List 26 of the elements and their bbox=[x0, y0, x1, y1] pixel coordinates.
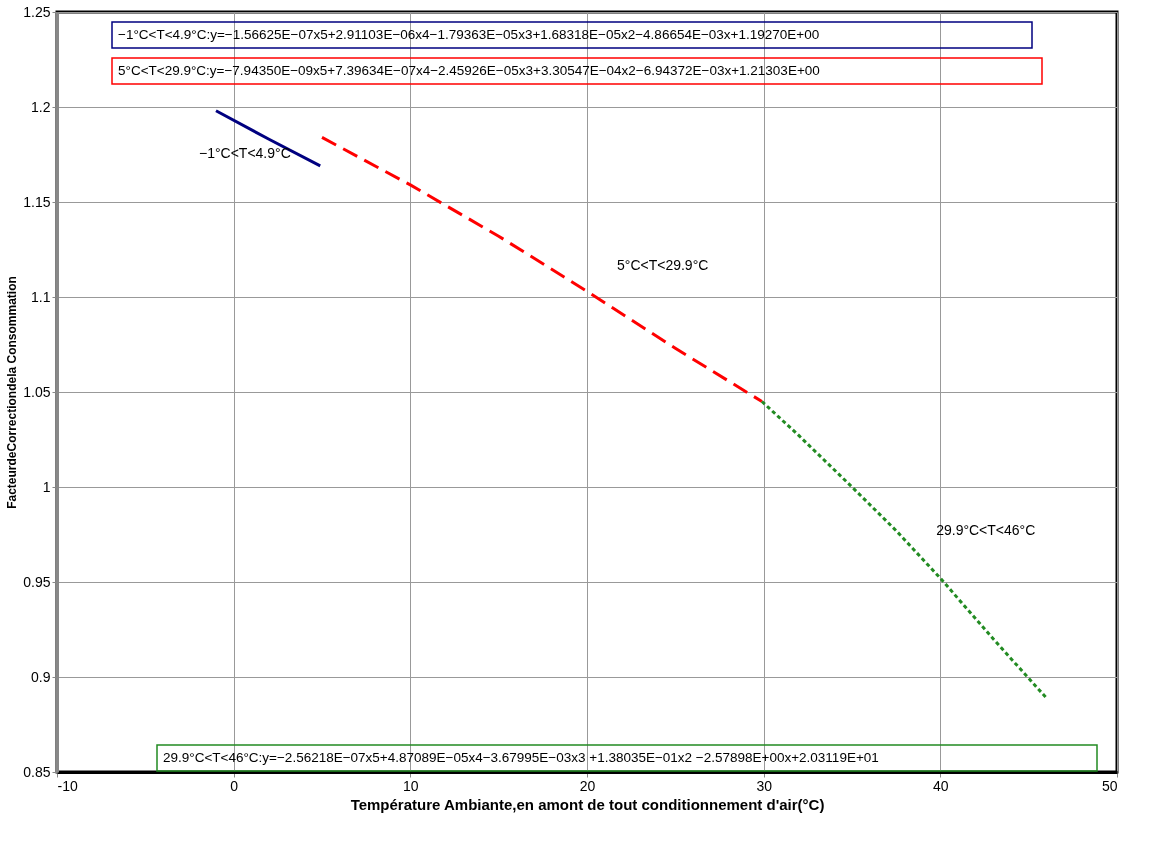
x-tick-label: 10 bbox=[403, 777, 419, 794]
annotation: −1°C<T<4.9°C:y=−1.56625E−07x5+2.91103E−06x4−1.79363E−05x3+1.68318E−05x2−4.86654E−03x+1.19270E+00 bbox=[118, 27, 820, 42]
x-tick-label: 20 bbox=[579, 777, 596, 794]
x-axis-title: Température Ambiante,en amont de tout conditionnement d'air(°C) bbox=[350, 795, 825, 813]
x-tick-label: 0 bbox=[230, 777, 239, 794]
y-tick-label: 0.9 bbox=[31, 668, 51, 685]
series-label: −1°C<T<4.9°C bbox=[199, 145, 291, 162]
x-tick-label: 50 bbox=[1101, 777, 1118, 794]
y-tick-label: 1 bbox=[42, 478, 51, 495]
x-tick-label: 30 bbox=[756, 777, 773, 794]
y-tick-label: 1.05 bbox=[23, 383, 51, 400]
annotation: 29.9°C<T<46°C:y=−2.56218E−07x5+4.87089E−05x4−3.67995E−03x3 +1.38035E−01x2 −2.57898E+00x+2.03119E+01 bbox=[163, 750, 879, 765]
x-tick-label: -10 bbox=[57, 777, 78, 794]
y-tick-label: 1.2 bbox=[31, 98, 51, 115]
y-tick-label: 0.85 bbox=[23, 763, 51, 780]
y-tick-label: 1.15 bbox=[23, 193, 51, 210]
line-series bbox=[320, 135, 764, 403]
y-tick-label: 1.1 bbox=[31, 288, 51, 305]
line-series bbox=[760, 400, 1048, 700]
x-tick-label: 40 bbox=[933, 777, 949, 794]
y-tick-label: 1.25 bbox=[23, 3, 51, 20]
y-tick-label: 0.95 bbox=[23, 573, 51, 590]
series-label: 29.9°C<T<46°C bbox=[936, 521, 1036, 538]
y-axis-title: FacteurdeCorrectiondela Consommation bbox=[5, 276, 20, 509]
text: 5°C<T<29.9°C bbox=[617, 257, 709, 274]
annotation: 5°C<T<29.9°C:y=−7.94350E−09x5+7.39634E−07x4−2.45926E−05x3+3.30547E−04x2−6.94372E−03x+1.21303E+00 bbox=[118, 63, 820, 78]
